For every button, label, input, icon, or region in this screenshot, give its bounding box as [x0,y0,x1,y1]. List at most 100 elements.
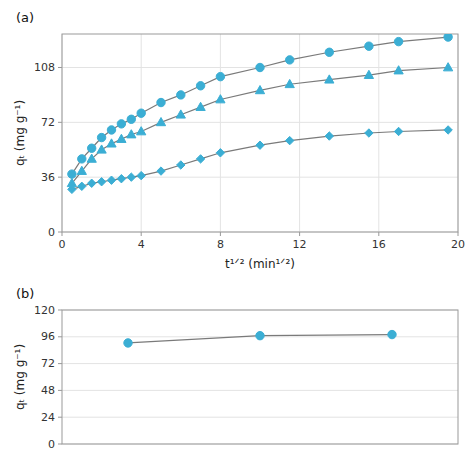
tick-y [58,232,62,233]
data-point [216,72,224,80]
tick-label-y: 72 [41,116,55,129]
y-axis-label: qₜ (mg g⁻¹) [13,344,27,410]
plot-frame [62,310,458,444]
tick-y [58,444,62,445]
data-point [78,182,86,190]
data-point [394,37,402,45]
data-point [177,161,185,169]
data-point [177,91,185,99]
grid [62,34,458,232]
data-point [196,82,204,90]
data-point [117,120,125,128]
data-point [157,167,165,175]
tick-label-y: 24 [41,411,55,424]
data-point [444,34,452,41]
data-point [87,154,96,162]
data-point [394,127,402,135]
data-point [68,170,76,178]
ticks: 03672108048121620 [34,61,465,251]
series-line [72,68,448,184]
tick-y [58,417,62,418]
tick-label-x: 16 [372,238,386,251]
grid-line-y [62,363,458,364]
grid-line-x [220,34,221,232]
grid [62,310,458,444]
data-point [127,115,135,123]
data-point [365,129,373,137]
data-point [88,179,96,187]
panel: 03672108048121620(a)t¹ᐟ² (min¹ᐟ²)qₜ (mg … [13,10,465,271]
data-point [68,185,76,193]
data-point [88,144,96,152]
tick-x [458,232,459,236]
data-point [137,171,145,179]
tick-y [58,67,62,68]
x-axis-label: t¹ᐟ² (min¹ᐟ²) [225,257,295,271]
tick-label-x: 4 [138,238,145,251]
data-area [124,330,396,347]
tick-label-y: 96 [41,330,55,343]
tick-label-y: 0 [48,226,55,239]
tick-label-y: 0 [48,438,55,451]
tick-y [58,122,62,123]
tick-x [62,232,63,236]
tick-y [58,177,62,178]
tick-label-x: 0 [59,238,66,251]
tick-y [58,310,62,311]
data-point [117,134,126,142]
panel-title: (b) [16,286,34,301]
data-point [286,136,294,144]
data-point [107,176,115,184]
data-point [325,132,333,140]
tick-label-y: 72 [41,357,55,370]
data-point [137,127,146,135]
data-point [137,109,145,117]
data-point [216,95,225,103]
tick-y [58,363,62,364]
data-point [394,66,403,74]
data-point [124,339,132,347]
ticks: 024487296120 [34,304,62,451]
data-point [388,330,396,338]
tick-label-y: 120 [34,304,55,317]
data-point [256,63,264,71]
data-point [364,70,373,78]
data-point [256,331,264,339]
tick-y [58,336,62,337]
tick-x [378,232,379,236]
data-point [196,155,204,163]
chart-svg: 03672108048121620(a)t¹ᐟ² (min¹ᐟ²)qₜ (mg … [0,0,474,474]
data-point [286,56,294,64]
chart-container: 03672108048121620(a)t¹ᐟ² (min¹ᐟ²)qₜ (mg … [0,0,474,474]
series-line [72,37,448,174]
grid-line-y [62,390,458,391]
tick-label-x: 8 [217,238,224,251]
data-point [325,75,334,83]
grid-line-x [299,34,300,232]
data-area [67,34,452,194]
data-point [127,173,135,181]
tick-y [58,390,62,391]
panel: 024487296120(b)qₜ (mg g⁻¹) [13,286,458,451]
data-point [216,149,224,157]
plot-frame [62,34,458,232]
tick-label-x: 12 [293,238,307,251]
data-point [107,126,115,134]
tick-label-y: 108 [34,61,55,74]
data-point [97,178,105,186]
data-point [157,98,165,106]
data-point [176,110,185,118]
tick-label-y: 36 [41,171,55,184]
data-point [97,145,106,153]
data-point [365,42,373,50]
data-point [77,166,86,174]
data-point [117,174,125,182]
panel-title: (a) [16,10,34,25]
tick-x [299,232,300,236]
data-point [256,141,264,149]
data-point [107,139,116,147]
data-point [444,126,452,134]
data-point [156,118,165,126]
data-point [78,155,86,163]
tick-x [220,232,221,236]
